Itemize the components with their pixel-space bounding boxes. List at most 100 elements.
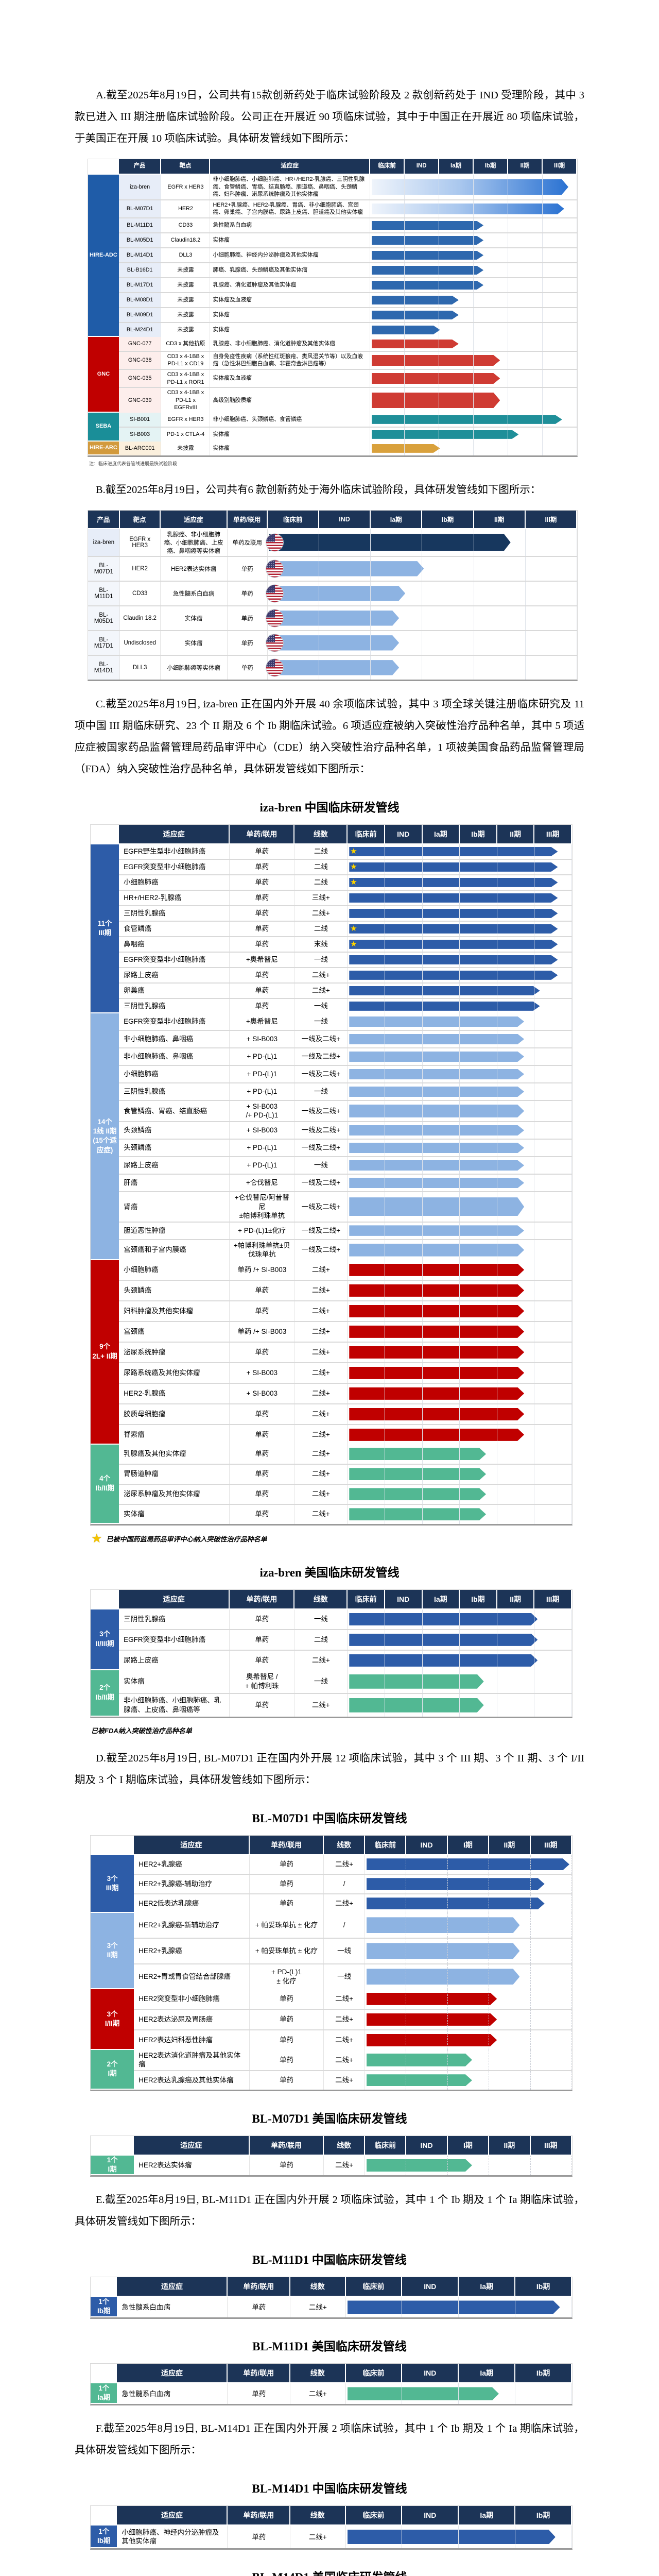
- mono-combo-cell: 单药: [230, 1609, 295, 1629]
- stage-column: [319, 581, 371, 605]
- mono-combo-cell: 单药: [230, 859, 295, 874]
- stage-header: Ia期: [371, 510, 423, 528]
- stage-column: [531, 2071, 572, 2090]
- stage-grid: [348, 1048, 573, 1065]
- stage-column: [348, 890, 385, 905]
- stage-column: [534, 1504, 573, 1524]
- stage-grid: [370, 369, 578, 387]
- progress-arrow: [348, 2300, 560, 2314]
- stage-column: [348, 1670, 385, 1693]
- target-cell: 未披露: [161, 323, 211, 337]
- stage-column: [348, 1404, 385, 1424]
- indication-cell: HER2-乳腺癌: [119, 1383, 230, 1403]
- stage-column: [348, 1630, 385, 1650]
- progress-arrow: [349, 1264, 524, 1276]
- stage-column: [508, 412, 543, 427]
- stage-column: [348, 1048, 385, 1065]
- stage-column: [531, 1912, 572, 1938]
- indication-cell: HER2+乳腺癌-新辅助治疗: [134, 1912, 250, 1938]
- progress-arrow: [349, 1197, 524, 1216]
- stage-column: [508, 263, 543, 277]
- progress-arrow: [349, 1326, 524, 1338]
- progress-arrow: [349, 1178, 524, 1188]
- progress-arrow: [372, 281, 483, 290]
- mono-combo-cell: 单药: [230, 1650, 295, 1670]
- stage-column: [460, 1240, 497, 1260]
- stage-column: [371, 655, 423, 680]
- stage-grid: [348, 1240, 573, 1260]
- group-rows: HER2突变型非小细胞肺癌 单药 二线+ HER2表达泌尿及胃肠癌 单药 二线+ HER2表…: [134, 1989, 572, 2050]
- progress-arrow: [367, 2074, 472, 2086]
- stage-column: [543, 369, 578, 387]
- indication-cell: 鼻咽癌: [119, 937, 230, 952]
- stage-column: [534, 1630, 573, 1650]
- stage-column: [489, 2071, 531, 2090]
- stage-column: [423, 1065, 460, 1082]
- table-row: 脊索瘤 单药 二线+: [119, 1425, 573, 1445]
- mono-combo-cell: 单药: [228, 2526, 291, 2549]
- line-cell: 一线: [294, 1013, 348, 1030]
- stage-column: [423, 1425, 460, 1445]
- target-cell: 未披露: [161, 441, 211, 455]
- table-row: HER2-乳腺癌 + SI-B003 二线+: [119, 1383, 573, 1404]
- bl-m07d1-us-pipeline-section: BL-M07D1 美国临床研发管线 适应症 单药/联用 线数 临床前 IND I期 II期 II…: [75, 2109, 584, 2177]
- line-cell: 二线: [294, 921, 348, 936]
- mono-combo-cell: 单药: [228, 606, 268, 630]
- stage-column: [460, 906, 497, 921]
- table-row: EGFR突变型非小细胞肺癌 +奥希替尼 一线: [119, 1013, 573, 1031]
- stage-column: [348, 1030, 385, 1047]
- mono-combo-cell: 奥希替尼 / + 帕博利珠: [230, 1670, 295, 1693]
- progress-arrow: [349, 1052, 524, 1062]
- indication-cell: 小细胞肺癌等实体瘤: [161, 655, 228, 680]
- stage-column: [370, 263, 405, 277]
- phase-group: 14个 1线 II期 (15个适应症) EGFR突变型非小细胞肺癌 +奥希替尼 一线非…: [91, 1013, 573, 1260]
- stage-column: [405, 323, 440, 337]
- product-cell: BL-M07D1: [88, 556, 120, 581]
- progress-arrow: [349, 1225, 524, 1235]
- stage-column: [348, 1693, 385, 1717]
- stage-grid: [365, 2071, 572, 2090]
- stage-column: [474, 323, 509, 337]
- progress-arrow: [367, 1858, 569, 1870]
- stage-column: [371, 581, 423, 605]
- stage-column: [348, 1650, 385, 1670]
- stage-column: [497, 1260, 535, 1280]
- stage-column: [370, 388, 405, 413]
- stage-column: [448, 1912, 490, 1938]
- stage-grid: [348, 1157, 573, 1174]
- progress-arrow: [367, 2159, 472, 2172]
- stage-column: [439, 218, 474, 232]
- stage-column: [423, 1342, 460, 1362]
- stage-header: III期: [530, 1835, 573, 1854]
- progress-arrow: [367, 1897, 545, 1909]
- stage-column: [460, 1260, 497, 1280]
- stage-grid: [348, 1650, 573, 1670]
- line-cell: 一线: [294, 1670, 348, 1693]
- stage-column: [385, 859, 423, 874]
- stage-column: [497, 1321, 535, 1342]
- table-row: HER2突变型非小细胞肺癌 单药 二线+: [134, 1989, 572, 2010]
- stage-column: [439, 441, 474, 455]
- indication-cell: 乳腺癌、非小细胞肺癌、小细胞肺癌、上皮癌、鼻咽癌等实体瘤: [161, 529, 228, 556]
- progress-arrow: [372, 444, 440, 453]
- stage-column: [534, 1321, 573, 1342]
- table-row: BL-M07D1 HER2 HER2表达实体瘤 单药: [88, 556, 578, 582]
- stage-column: [497, 890, 535, 905]
- table-row: GNC-039 CD3 x 4-1BB x PD-L1 x EGFRvIII 高级别…: [118, 388, 578, 413]
- stage-column: [460, 1192, 497, 1222]
- stage-column: [460, 1139, 497, 1156]
- phase-group: 3个 II期 HER2+乳腺癌-新辅助治疗 + 帕妥珠单抗 ± 化疗 / HER2+乳腺…: [91, 1912, 572, 1989]
- stage-column: [385, 1139, 423, 1156]
- indication-cell: 实体瘤: [210, 427, 371, 442]
- stage-header: Ib期: [474, 159, 509, 174]
- stage-column: [385, 906, 423, 921]
- stage-grid: [365, 2049, 572, 2070]
- stage-grid: [348, 1301, 573, 1321]
- stage-column: [497, 1342, 535, 1362]
- stage-header: IND: [406, 1835, 448, 1854]
- stage-column: [422, 556, 474, 581]
- stage-column: [508, 293, 543, 307]
- table-row: iza-bren EGFR x HER3 乳腺癌、非小细胞肺癌、小细胞肺癌、上皮癌、…: [88, 529, 578, 557]
- target-cell: Claudin 18.2: [120, 606, 161, 630]
- line-cell: 一线及二线+: [294, 1122, 348, 1139]
